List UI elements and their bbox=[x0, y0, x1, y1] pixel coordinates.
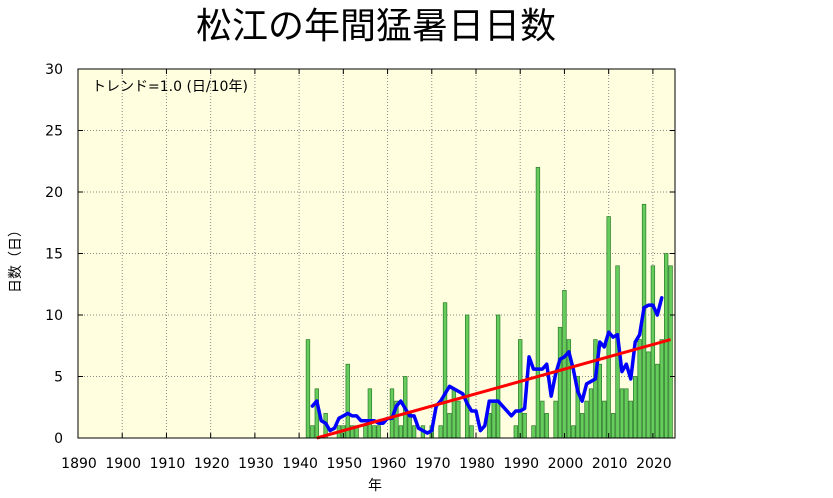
bar-1974 bbox=[447, 413, 452, 439]
x-tick-labels: 1890 1900 1910 1920 1930 1940 1950 1960 1970 1980… bbox=[61, 456, 672, 472]
bar-1956 bbox=[367, 388, 373, 439]
y-tick-label-30: 30 bbox=[45, 62, 63, 78]
gridlines bbox=[78, 69, 675, 438]
bar-2021 bbox=[655, 363, 660, 439]
x-tick-label-1980: 1980 bbox=[459, 456, 495, 472]
bar-1996 bbox=[544, 413, 549, 439]
bar-1942 bbox=[305, 339, 311, 439]
x-tick-label-1950: 1950 bbox=[327, 456, 363, 472]
chart-title: 松江の年間猛暑日日数 bbox=[196, 6, 556, 47]
bar-2006 bbox=[588, 388, 594, 439]
bar-1998 bbox=[553, 400, 558, 439]
y-axis-label: 日数（日） bbox=[8, 223, 24, 293]
bar-2011 bbox=[610, 413, 616, 439]
x-tick-label-1920: 1920 bbox=[194, 456, 230, 472]
x-tick-label-1970: 1970 bbox=[415, 456, 451, 472]
bar-2009 bbox=[602, 400, 607, 439]
bar-1999 bbox=[557, 326, 563, 439]
bar-2017 bbox=[637, 339, 642, 439]
bar-1984 bbox=[491, 400, 496, 439]
x-tick-label-2020: 2020 bbox=[636, 456, 672, 472]
y-tick-label-20: 20 bbox=[45, 185, 63, 201]
trend-annotation: トレンド=1.0 (日/10年) bbox=[92, 79, 248, 95]
y-tick-label-0: 0 bbox=[54, 431, 63, 447]
moving-average-line bbox=[310, 296, 664, 435]
bar-2016 bbox=[633, 376, 638, 439]
bar-2002 bbox=[571, 425, 576, 439]
y-tick-label-15: 15 bbox=[45, 247, 63, 263]
tick-marks bbox=[77, 68, 675, 439]
bar-1976 bbox=[456, 400, 461, 439]
bar-1972 bbox=[438, 425, 443, 439]
bar-2024 bbox=[668, 265, 673, 439]
y-tick-label-10: 10 bbox=[45, 308, 63, 324]
bar-1955 bbox=[363, 425, 368, 439]
bar-1963 bbox=[398, 425, 403, 439]
bar-1951 bbox=[345, 363, 350, 439]
bar-1990 bbox=[518, 339, 523, 439]
bar-1973 bbox=[442, 302, 448, 439]
bar-1995 bbox=[540, 400, 545, 439]
bar-1958 bbox=[376, 425, 381, 439]
bar-1994 bbox=[535, 167, 541, 439]
bar-1978 bbox=[464, 314, 470, 439]
bar-2015 bbox=[628, 400, 633, 439]
bar-2013 bbox=[619, 388, 625, 439]
bar-1957 bbox=[372, 425, 377, 439]
y-tick-labels: 0 5 10 15 20 25 30 bbox=[45, 62, 63, 447]
bar-1975 bbox=[451, 388, 457, 439]
bar-2004 bbox=[579, 413, 585, 439]
bar-1989 bbox=[513, 425, 518, 439]
x-tick-label-1960: 1960 bbox=[371, 456, 407, 472]
bar-2000 bbox=[562, 290, 567, 439]
x-tick-label-1900: 1900 bbox=[105, 456, 141, 472]
bar-2019 bbox=[646, 351, 651, 439]
x-tick-label-1910: 1910 bbox=[150, 456, 186, 472]
x-tick-label-2010: 2010 bbox=[592, 456, 628, 472]
bar-2022 bbox=[659, 339, 664, 439]
bar-2005 bbox=[584, 400, 589, 439]
x-tick-label-1930: 1930 bbox=[238, 456, 274, 472]
bar-2020 bbox=[650, 265, 656, 439]
x-tick-label-1890: 1890 bbox=[61, 456, 97, 472]
bar-1991 bbox=[522, 413, 527, 439]
bar-1979 bbox=[469, 425, 474, 439]
y-tick-label-5: 5 bbox=[54, 370, 63, 386]
bar-2014 bbox=[624, 388, 629, 439]
y-tick-label-25: 25 bbox=[45, 124, 63, 140]
trend-line bbox=[316, 338, 671, 440]
bar-1966 bbox=[411, 425, 417, 439]
x-tick-label-1940: 1940 bbox=[282, 456, 318, 472]
bar-1943 bbox=[310, 425, 315, 439]
x-axis-label: 年 bbox=[368, 478, 382, 494]
bar-1985 bbox=[495, 314, 501, 439]
bar-1993 bbox=[531, 425, 536, 439]
bar-2023 bbox=[663, 253, 669, 439]
x-tick-label-2000: 2000 bbox=[548, 456, 584, 472]
bar-2010 bbox=[606, 216, 611, 439]
x-tick-label-1990: 1990 bbox=[503, 456, 539, 472]
bar-2008 bbox=[597, 363, 602, 439]
